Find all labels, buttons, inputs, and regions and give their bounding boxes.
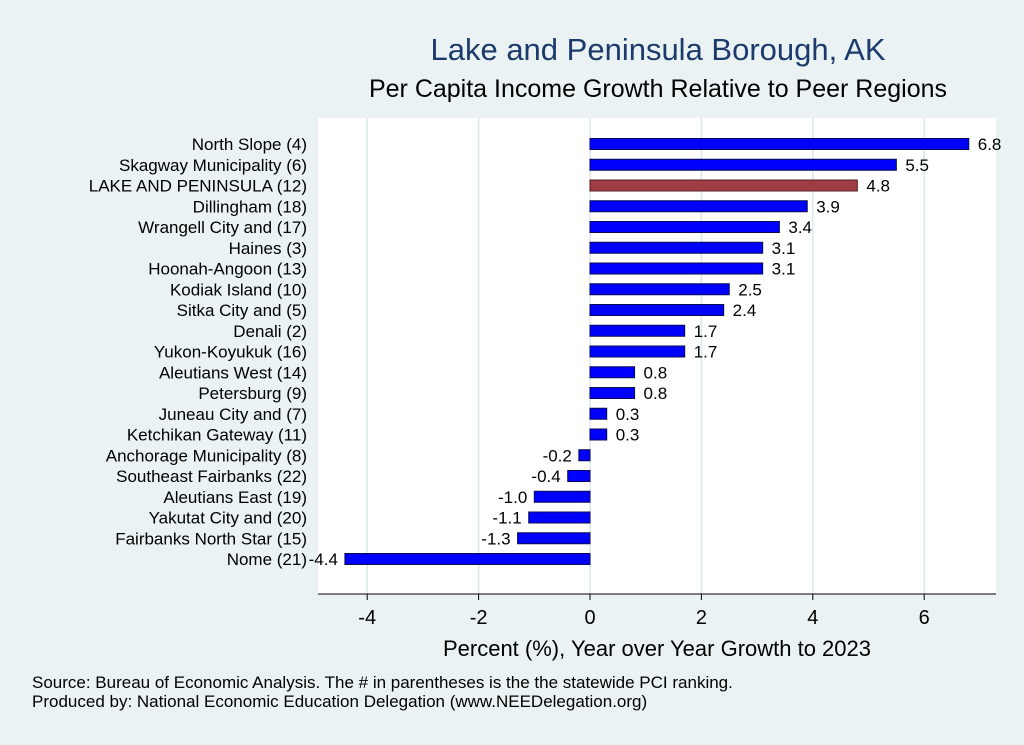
value-label: 3.4 xyxy=(788,218,812,237)
value-label: -4.4 xyxy=(309,550,338,569)
chart-subtitle: Per Capita Income Growth Relative to Pee… xyxy=(369,75,947,103)
category-label: Aleutians West (14) xyxy=(159,363,307,382)
bar xyxy=(589,158,897,171)
produced-by-note: Produced by: National Economic Education… xyxy=(32,692,648,711)
value-label: -1.0 xyxy=(498,488,527,507)
bar xyxy=(589,304,725,316)
value-label: 3.1 xyxy=(772,239,796,258)
x-tick-label: 2 xyxy=(696,607,707,629)
bar xyxy=(589,138,970,150)
source-note: Source: Bureau of Economic Analysis. The… xyxy=(32,673,733,692)
value-label: 2.5 xyxy=(738,280,762,299)
value-label: 3.1 xyxy=(772,260,796,279)
bar xyxy=(344,553,591,565)
value-label: 4.8 xyxy=(866,177,890,196)
category-label: Denali (2) xyxy=(233,322,307,341)
category-label: Yakutat City and (20) xyxy=(149,509,307,528)
bar xyxy=(533,490,591,503)
category-label: Haines (3) xyxy=(229,239,307,258)
category-label: Kodiak Island (10) xyxy=(170,280,307,299)
bar xyxy=(589,221,780,233)
value-label: 3.9 xyxy=(816,197,840,216)
bar xyxy=(567,470,591,482)
x-ticks: -4 -2 0 2 4 6 xyxy=(358,594,930,629)
category-labels: North Slope (4) Skagway Municipality (6) L… xyxy=(89,135,307,569)
value-label: -0.2 xyxy=(543,446,572,465)
bar xyxy=(578,449,591,462)
bar xyxy=(589,324,686,337)
value-labels: 6.85.54.83.93.43.13.12.52.41.71.70.80.80… xyxy=(309,135,1002,569)
x-tick-label: 6 xyxy=(919,607,930,629)
bar xyxy=(589,200,808,213)
x-axis-label: Percent (%), Year over Year Growth to 20… xyxy=(443,636,871,661)
chart-title: Lake and Peninsula Borough, AK xyxy=(430,32,885,67)
category-label: Southeast Fairbanks (22) xyxy=(116,467,307,486)
value-label: 6.8 xyxy=(978,135,1002,154)
category-label: Skagway Municipality (6) xyxy=(119,156,307,175)
category-label: Wrangell City and (17) xyxy=(138,218,307,237)
value-label: 0.3 xyxy=(616,426,640,445)
value-label: -1.3 xyxy=(481,529,510,548)
category-label: Aleutians East (19) xyxy=(163,488,307,507)
category-label: Hoonah-Angoon (13) xyxy=(148,260,307,279)
value-label: 1.7 xyxy=(694,322,718,341)
value-label: 0.8 xyxy=(644,363,668,382)
bar xyxy=(528,511,591,524)
bar xyxy=(589,262,764,275)
value-label: 2.4 xyxy=(733,301,757,320)
category-label: Dillingham (18) xyxy=(193,197,307,216)
category-label: LAKE AND PENINSULA (12) xyxy=(89,177,307,196)
x-tick-label: 4 xyxy=(807,607,818,629)
x-tick-label: -2 xyxy=(470,607,488,629)
category-label: Nome (21) xyxy=(227,550,307,569)
x-tick-label: -4 xyxy=(358,607,376,629)
x-tick-label: 0 xyxy=(584,607,595,629)
category-label: Juneau City and (7) xyxy=(159,405,307,424)
value-label: 0.3 xyxy=(616,405,640,424)
bar xyxy=(589,366,636,379)
category-label: Anchorage Municipality (8) xyxy=(106,446,307,465)
bar xyxy=(589,179,858,192)
bar xyxy=(589,387,636,399)
value-label: -0.4 xyxy=(531,467,560,486)
bar xyxy=(517,532,591,545)
bars xyxy=(344,138,970,565)
category-label: North Slope (4) xyxy=(192,135,307,154)
category-label: Fairbanks North Star (15) xyxy=(115,529,307,548)
category-label: Sitka City and (5) xyxy=(177,301,307,320)
bar xyxy=(589,283,730,296)
category-label: Yukon-Koyukuk (16) xyxy=(154,343,307,362)
category-label: Petersburg (9) xyxy=(198,384,307,403)
value-label: 0.8 xyxy=(644,384,668,403)
bar xyxy=(589,428,608,441)
value-label: 1.7 xyxy=(694,343,718,362)
category-label: Ketchikan Gateway (11) xyxy=(127,426,307,445)
bar xyxy=(589,345,686,358)
bar xyxy=(589,241,764,254)
value-label: 5.5 xyxy=(905,156,929,175)
bar xyxy=(589,407,608,420)
value-label: -1.1 xyxy=(492,509,521,528)
